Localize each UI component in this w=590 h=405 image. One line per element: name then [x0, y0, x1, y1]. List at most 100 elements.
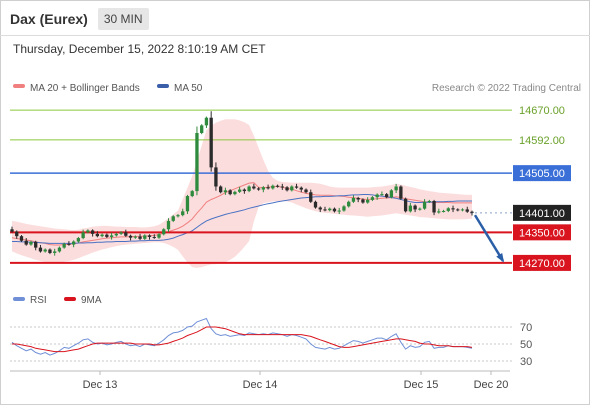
- candle-body: [356, 197, 360, 200]
- candle-body: [53, 251, 57, 253]
- candle-body: [29, 241, 33, 245]
- candle-body: [413, 205, 417, 210]
- candle-body: [266, 187, 270, 189]
- candle-body: [76, 238, 81, 242]
- candle-body: [209, 117, 213, 168]
- candle-body: [95, 233, 100, 237]
- candle-body: [114, 233, 118, 236]
- candle-body: [437, 211, 441, 213]
- candle-body: [90, 230, 95, 234]
- candle-body: [422, 201, 427, 209]
- candle-body: [67, 243, 71, 245]
- price-level-tag-support: [513, 224, 571, 241]
- candle-body: [233, 191, 237, 195]
- candle-body: [214, 167, 218, 187]
- candle-body: [62, 243, 66, 248]
- candle-body: [280, 186, 284, 188]
- price-level-label-pivot: 14505.00: [519, 168, 565, 180]
- candlestick-layer: [10, 111, 474, 256]
- candle-body: [124, 232, 128, 236]
- candle-body: [128, 235, 133, 238]
- candle-body: [219, 186, 223, 193]
- forecast-arrow-head: [496, 252, 505, 263]
- candle-body: [342, 206, 346, 211]
- candle-body: [223, 190, 228, 193]
- candle-body: [242, 189, 247, 192]
- price-level-tag-support: [513, 254, 571, 271]
- timestamp: Thursday, December 15, 2022 8:10:19 AM C…: [13, 42, 266, 56]
- candle-body: [200, 125, 204, 134]
- bollinger-band: [12, 119, 472, 268]
- rsi-ma-line: [12, 326, 473, 353]
- candle-body: [418, 208, 422, 210]
- candle-body: [347, 201, 351, 207]
- forecast-arrow-layer: [473, 214, 505, 263]
- candle-body: [228, 190, 232, 195]
- candle-body: [370, 197, 375, 200]
- candle-body: [24, 240, 28, 245]
- candle-body: [34, 241, 38, 248]
- candle-body: [351, 197, 356, 202]
- candle-body: [256, 188, 261, 190]
- ma50-line: [12, 194, 472, 244]
- candle-body: [470, 211, 474, 213]
- header-divider: [0, 35, 590, 36]
- rsi-grid: [10, 326, 512, 362]
- x-tick-label: Dec 15: [404, 379, 439, 391]
- rsi-legend-swatch: [13, 297, 25, 301]
- timeframe-button[interactable]: 30 MIN: [97, 8, 149, 30]
- candle-body: [380, 194, 384, 196]
- price-level-labels: 14670.00 14592.00 14505.00 14401.00 14350.00…: [513, 102, 571, 271]
- rsi-tick-labels: 70 50 30: [520, 322, 532, 368]
- candle-body: [57, 247, 62, 252]
- candle-body: [138, 236, 142, 239]
- candle-body: [100, 234, 104, 237]
- candle-body: [195, 133, 199, 192]
- candle-body: [403, 198, 408, 212]
- x-tick-label: Dec 14: [243, 379, 278, 391]
- rsi-legend: RSI 9MA: [13, 295, 102, 306]
- candle-body: [109, 235, 114, 237]
- ma50-legend-swatch: [157, 84, 169, 88]
- candle-body: [375, 194, 379, 198]
- candle-body: [337, 210, 341, 212]
- candle-body: [166, 220, 171, 230]
- candle-body: [71, 241, 76, 245]
- candle-body: [19, 236, 24, 241]
- bollinger-band-layer: [12, 119, 472, 268]
- rsi-legend-label: RSI: [30, 295, 47, 306]
- candle-body: [408, 205, 413, 212]
- price-level-tag-last: [513, 204, 571, 221]
- price-level-tag-resistance: [513, 102, 571, 119]
- candle-body: [313, 201, 318, 208]
- candle-body: [328, 208, 332, 211]
- candle-body: [185, 196, 190, 212]
- candle-body: [465, 209, 469, 212]
- candle-body: [147, 235, 152, 237]
- candle-body: [86, 230, 90, 233]
- candle-body: [237, 189, 242, 192]
- candle-body: [456, 209, 460, 211]
- candle-body: [299, 187, 303, 190]
- rsi-tick-label: 30: [520, 356, 532, 368]
- candle-body: [366, 199, 370, 203]
- candle-body: [176, 215, 180, 217]
- candle-body: [133, 236, 137, 238]
- candle-body: [332, 208, 337, 212]
- candle-body: [384, 194, 389, 198]
- ma50-legend-label: MA 50: [174, 83, 203, 94]
- x-tick-label: Dec 13: [83, 379, 118, 391]
- candle-body: [361, 199, 365, 203]
- ma20-legend-label: MA 20 + Bollinger Bands: [30, 83, 140, 94]
- candle-body: [204, 117, 209, 126]
- candle-body: [152, 236, 156, 238]
- candle-body: [290, 186, 294, 191]
- instrument-title: Dax (Eurex): [10, 11, 88, 27]
- candle-body: [247, 186, 251, 192]
- price-level-tag-resistance: [513, 131, 571, 148]
- candle-body: [318, 207, 322, 210]
- forecast-arrow-shaft: [473, 214, 505, 262]
- ma20-line: [11, 182, 472, 246]
- candle-body: [304, 189, 308, 193]
